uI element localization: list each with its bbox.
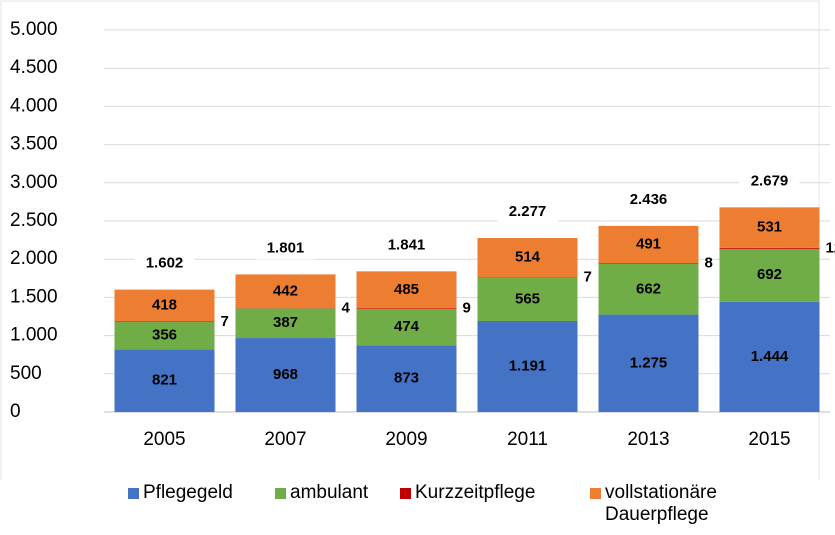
value-label: 514 [515,249,541,266]
value-label: 442 [273,282,298,299]
legend-item: ambulant [275,482,368,504]
legend-swatch [590,488,601,499]
value-label: 491 [636,236,661,253]
value-label: 821 [152,372,177,389]
x-tick-label: 2011 [507,429,548,450]
bar-segment [719,207,820,248]
value-label: 387 [273,314,298,331]
value-label: 418 [152,297,177,314]
total-label-bg [134,252,195,275]
bar-segment [598,314,699,412]
total-label-bg [376,234,437,257]
y-tick-label: 2.500 [10,210,58,231]
legend-label: vollstationäre Dauerpflege [605,482,717,525]
bar-segment [235,274,336,309]
value-label: 485 [394,281,419,298]
x-tick-label: 2009 [385,429,427,450]
value-label: 7 [221,313,229,330]
value-label: 968 [273,366,298,383]
value-label: 474 [394,318,420,335]
bar-segment [719,247,820,249]
legend-label: ambulant [290,482,369,503]
bar-segment [356,308,457,310]
bar-segment [114,349,215,412]
y-tick-label: 4.500 [10,57,58,78]
value-label: 4 [342,299,351,316]
legend-item: Kurzzeitpflege [400,482,535,504]
total-label-bg [497,201,558,224]
y-tick-label: 1.000 [10,325,58,346]
total-label: 1.801 [267,239,305,256]
bar-segment [719,301,820,412]
total-label-bg [739,170,800,193]
bar-segment [114,321,215,323]
total-label: 2.679 [751,172,789,189]
legend-label: Kurzzeitpflege [415,482,536,503]
y-tick-label: 500 [10,363,42,384]
bar-segment [477,238,578,278]
bar-segment [356,271,457,309]
value-label: 565 [515,290,540,307]
x-tick-label: 2007 [264,429,306,450]
y-tick-label: 2.000 [10,248,58,269]
y-tick-label: 1.500 [10,286,58,307]
legend-swatch [275,488,286,499]
bar-segment [477,321,578,412]
total-label: 2.436 [630,191,668,208]
legend-swatch [400,488,411,499]
value-label: 692 [757,266,782,283]
x-tick-label: 2013 [627,429,669,450]
total-label: 2.277 [509,203,547,220]
value-label: 662 [636,280,661,297]
bar-segment [598,264,699,315]
y-tick-label: 5.000 [10,19,58,40]
value-label: 12 [826,239,835,256]
bar-segment [356,345,457,412]
bar-segment [598,225,699,264]
bar-segment [235,338,336,412]
value-label: 8 [705,255,713,272]
y-tick-label: 3.000 [10,172,58,193]
bar-segment [356,309,457,346]
value-label: 531 [757,219,782,236]
bar-segment [235,308,336,339]
bar-segment [114,289,215,322]
x-tick-label: 2015 [748,429,790,450]
legend-item: Pflegegeld [128,482,233,504]
y-tick-label: 3.500 [10,134,58,155]
bar-segment [477,277,578,322]
total-label-bg [255,237,316,260]
y-tick-label: 0 [10,401,21,422]
chart: 0 500 1.000 1.500 2.000 2.500 3.000 3.500 4.000 4… [0,0,835,480]
bar-segment [114,322,215,350]
legend: Pflegegeld ambulant Kurzzeitpflege vollstat… [0,480,835,535]
value-label: 7 [584,269,592,286]
total-label: 1.602 [146,255,184,272]
bar-segment [598,263,699,265]
value-label: 873 [394,370,419,387]
value-label: 1.191 [509,357,547,374]
legend-item: vollstationäre Dauerpflege [590,482,775,526]
total-label: 1.841 [388,236,426,253]
value-label: 1.444 [751,348,789,365]
value-label: 1.275 [630,354,668,371]
legend-swatch [128,488,139,499]
y-tick-label: 4.000 [10,95,58,116]
value-label: 9 [463,300,471,317]
total-label-bg [618,188,679,211]
bar-segment [719,248,820,302]
legend-label: Pflegegeld [143,482,233,503]
x-tick-label: 2005 [143,429,185,450]
value-label: 356 [152,327,177,344]
bar-segment [477,277,578,278]
